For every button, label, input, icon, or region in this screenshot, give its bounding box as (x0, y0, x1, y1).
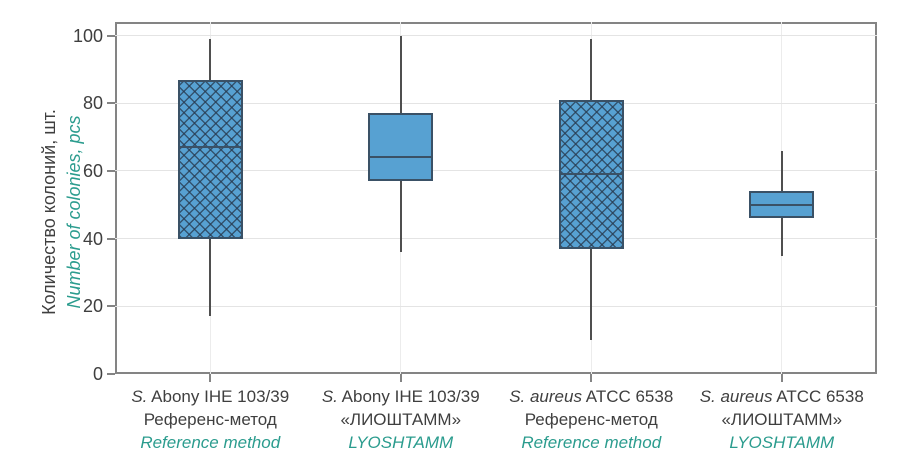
y-tick-label: 20 (82, 296, 103, 317)
horizontal-gridline (115, 35, 877, 37)
y-tick-label: 60 (82, 160, 103, 181)
x-label-method-ru: «ЛИОШТАММ» (721, 410, 843, 429)
median-line (558, 173, 624, 176)
x-label-species-italic: S. aureus (699, 387, 773, 406)
y-axis-title-en: Number of colonies, pcs (64, 115, 84, 309)
y-tick-mark (107, 237, 115, 240)
y-axis-title-ru: Количество колоний, шт. (39, 109, 59, 315)
horizontal-gridline (115, 238, 877, 240)
box-solid (368, 113, 434, 182)
median-line (177, 146, 243, 149)
plot-area (115, 22, 877, 374)
x-label-method-ru: Референс-метод (143, 410, 277, 429)
x-category-label: S. Abony IHE 103/39 «ЛИОШТАММ» LYOSHTAMM (296, 385, 507, 454)
x-label-method-ru: Референс-метод (524, 410, 658, 429)
y-tick-label: 0 (92, 364, 103, 384)
x-tick-mark (399, 374, 402, 382)
x-label-method-en: Reference method (521, 433, 662, 452)
x-tick-mark (590, 374, 593, 382)
y-tick-mark (107, 102, 115, 105)
horizontal-gridline (115, 102, 877, 104)
x-label-method-en: Reference method (140, 433, 281, 452)
x-label-strain: S. Abony IHE 103/39 (131, 387, 290, 406)
x-label-species-italic: S. (131, 387, 148, 406)
y-tick-mark (107, 169, 115, 172)
x-label-strain: S. aureus ATCC 6538 (509, 387, 674, 406)
x-label-method-en: LYOSHTAMM (729, 433, 835, 452)
box-hatched (177, 79, 243, 239)
x-category-label: S. aureus ATCC 6538 Референс-метод Referen… (486, 385, 697, 454)
x-label-strain: S. aureus ATCC 6538 (699, 387, 864, 406)
x-tick-mark (209, 374, 212, 382)
x-label-species-italic: S. aureus (509, 387, 582, 406)
y-tick-label: 100 (72, 25, 103, 46)
horizontal-gridline (115, 305, 877, 307)
y-tick-mark (107, 305, 115, 308)
horizontal-gridline (115, 170, 877, 172)
median-line (749, 203, 815, 206)
x-label-species-italic: S. (321, 387, 338, 406)
y-tick-mark (107, 34, 115, 37)
y-tick-mark (107, 373, 115, 375)
x-category-label: S. Abony IHE 103/39 Референс-метод Referen… (105, 385, 316, 454)
x-tick-mark (780, 374, 783, 382)
y-tick-label: 80 (82, 93, 103, 114)
x-label-method-en: LYOSHTAMM (348, 433, 454, 452)
y-tick-label: 40 (82, 228, 103, 249)
x-label-strain: S. Abony IHE 103/39 (321, 387, 480, 406)
x-label-method-ru: «ЛИОШТАММ» (340, 410, 462, 429)
x-category-label: S. aureus ATCC 6538 «ЛИОШТАММ» LYOSHTAMM (677, 385, 888, 454)
median-line (368, 156, 434, 159)
